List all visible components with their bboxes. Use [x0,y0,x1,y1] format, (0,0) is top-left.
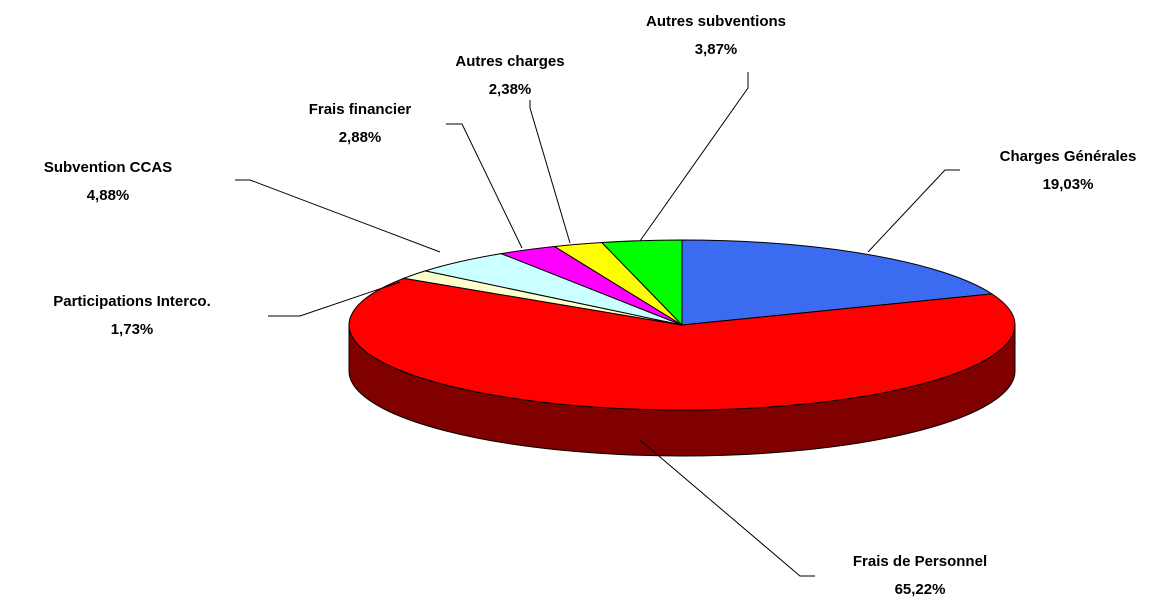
slice-value: 2,38% [489,81,532,98]
slice-label: Subvention CCAS [44,159,172,176]
slice [600,239,683,327]
slice-value: 65,22% [895,581,946,598]
leader-line [268,281,401,317]
slice-label: Frais de Personnel [853,553,987,570]
slice-value: 19,03% [1043,176,1094,193]
slice-label: Charges Générales [1000,148,1137,165]
leader-line [446,123,523,249]
leader-line [639,439,815,577]
leader-line [529,100,571,244]
slice [348,277,1016,411]
slice-value: 2,88% [339,129,382,146]
slice-label: Frais financier [309,101,412,118]
leader-line [235,179,441,253]
slice-label: Autres subventions [646,13,786,30]
slice-label: Participations Interco. [53,293,211,310]
leader-line [639,72,749,242]
slice-label: Autres charges [455,53,564,70]
slice-value: 4,88% [87,187,130,204]
slice-value: 1,73% [111,321,154,338]
slice [681,239,994,326]
leader-line [867,169,960,253]
slice-value: 3,87% [695,41,738,58]
